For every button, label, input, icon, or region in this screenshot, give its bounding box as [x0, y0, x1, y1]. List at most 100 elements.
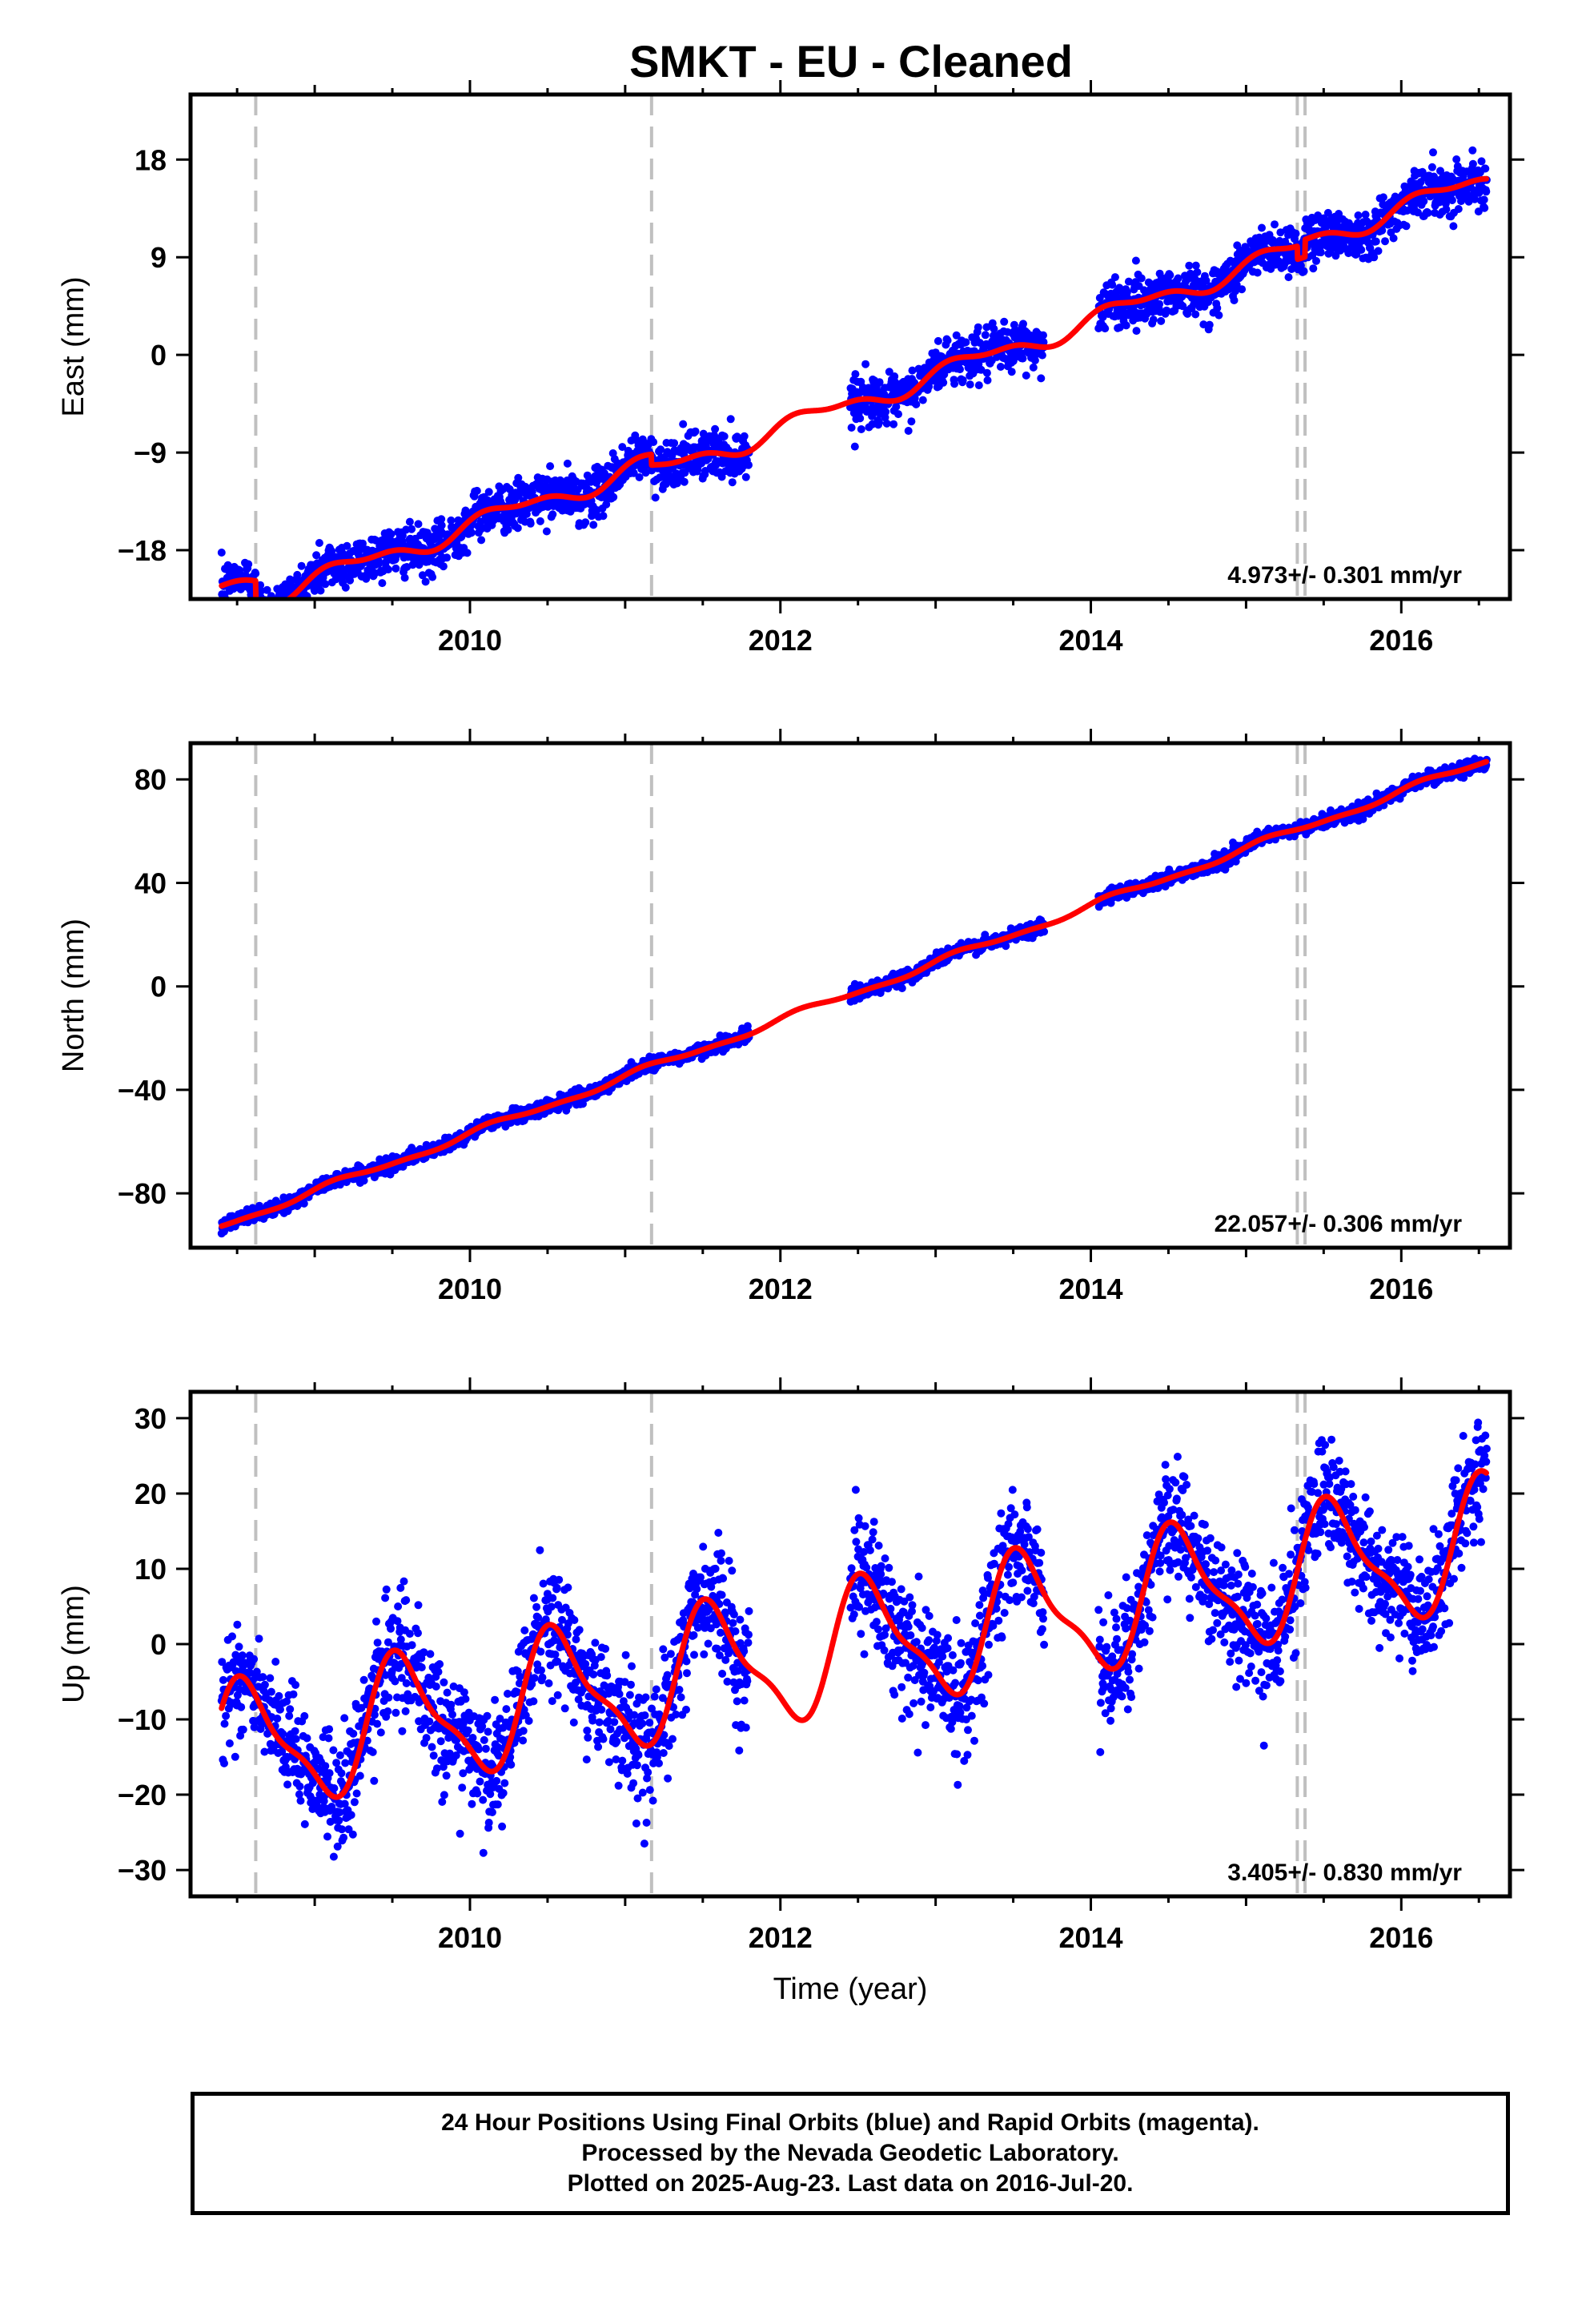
data-point	[278, 607, 286, 615]
data-point	[271, 613, 279, 621]
data-point	[375, 559, 383, 568]
data-point	[526, 519, 535, 528]
x-tick-label: 2010	[438, 624, 502, 657]
data-point	[1110, 273, 1119, 282]
data-point	[1482, 187, 1491, 196]
data-point	[273, 610, 281, 618]
data-point	[847, 424, 856, 432]
data-point	[423, 529, 432, 537]
data-point	[912, 400, 921, 408]
data-point	[274, 601, 282, 609]
data-point	[271, 613, 279, 621]
data-point	[856, 414, 865, 423]
data-point	[726, 415, 735, 424]
figure-title: SMKT - EU - Cleaned	[629, 36, 1073, 86]
data-point	[378, 579, 387, 588]
data-point	[300, 629, 308, 637]
data-point	[1447, 196, 1456, 204]
data-point	[1191, 261, 1200, 270]
data-point	[1122, 321, 1130, 330]
data-point	[1284, 273, 1293, 282]
data-point	[974, 381, 983, 390]
data-point	[1166, 271, 1174, 279]
data-point	[918, 396, 927, 404]
data-point	[290, 605, 298, 613]
data-point	[428, 573, 437, 581]
data-point	[1468, 146, 1477, 155]
data-point	[437, 521, 446, 529]
data-point	[263, 625, 271, 633]
data-point	[266, 605, 274, 613]
data-point	[536, 517, 544, 525]
data-point	[504, 525, 512, 534]
data-point	[253, 617, 261, 625]
data-point	[861, 360, 870, 368]
data-point	[262, 607, 270, 615]
data-point	[542, 527, 551, 536]
data-point	[1019, 320, 1027, 328]
data-point	[982, 368, 991, 377]
data-point	[284, 601, 292, 609]
data-point	[1477, 157, 1486, 166]
data-point	[1132, 327, 1141, 336]
data-point	[1299, 267, 1308, 275]
x-tick-label: 2014	[1058, 624, 1122, 657]
data-point	[1379, 193, 1387, 202]
data-point	[259, 617, 267, 625]
data-point	[255, 618, 263, 626]
data-point	[270, 622, 278, 630]
data-point	[439, 562, 448, 571]
data-point	[651, 493, 660, 502]
data-point	[1039, 331, 1047, 340]
data-point	[850, 442, 859, 451]
data-point	[904, 427, 913, 435]
data-point	[897, 984, 906, 992]
data-point	[370, 603, 378, 611]
data-point	[315, 539, 323, 547]
data-point	[857, 425, 865, 433]
data-point	[261, 615, 269, 623]
data-point	[398, 531, 407, 540]
data-point	[1419, 197, 1428, 206]
data-point	[251, 569, 260, 578]
data-point	[1253, 268, 1262, 277]
data-point	[263, 618, 271, 626]
data-point	[875, 378, 884, 387]
data-point	[1271, 220, 1279, 229]
data-point	[297, 561, 306, 570]
data-point	[943, 336, 952, 345]
data-point	[1000, 317, 1009, 326]
y-tick-label: 18	[135, 143, 167, 176]
data-point	[447, 516, 456, 525]
data-point	[268, 613, 276, 621]
data-point	[312, 551, 321, 560]
data-point	[1174, 274, 1182, 283]
data-point	[266, 607, 274, 615]
data-point	[990, 324, 998, 333]
data-point	[283, 609, 291, 617]
data-point	[287, 613, 295, 621]
data-point	[1429, 148, 1437, 157]
data-point	[599, 512, 608, 521]
data-point	[316, 586, 325, 595]
data-point	[670, 439, 679, 448]
data-point	[343, 541, 351, 550]
data-point	[257, 586, 266, 595]
data-point	[1357, 246, 1366, 254]
data-point	[513, 524, 522, 533]
data-point	[264, 610, 272, 618]
data-point	[437, 515, 446, 524]
data-point	[279, 608, 287, 616]
data-point	[217, 549, 226, 557]
data-point	[882, 419, 891, 428]
data-point	[414, 520, 423, 529]
data-point	[259, 602, 267, 610]
data-point	[418, 571, 427, 580]
data-point	[1185, 261, 1194, 270]
data-point	[463, 549, 472, 557]
data-point	[362, 574, 371, 583]
data-point	[528, 488, 536, 497]
y-axis-label: East (mm)	[57, 276, 90, 416]
data-point	[894, 410, 902, 419]
